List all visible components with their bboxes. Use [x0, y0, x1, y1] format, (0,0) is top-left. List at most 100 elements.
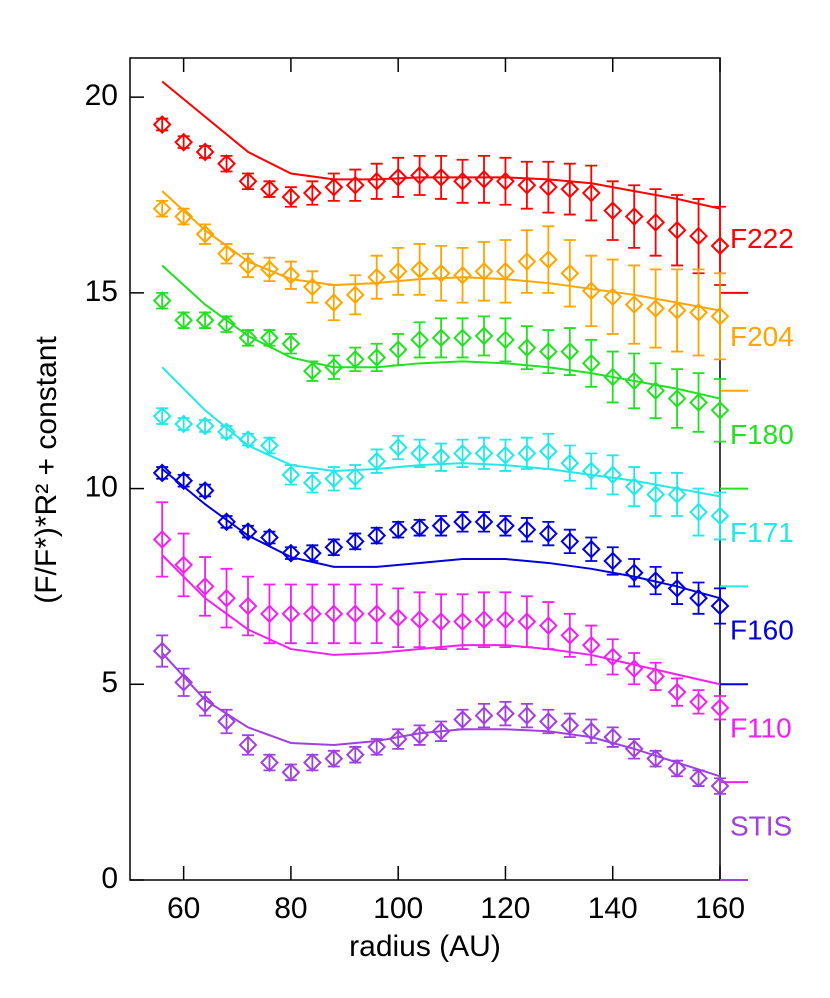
error-bar	[671, 368, 684, 429]
error-bar	[649, 268, 662, 349]
data-point	[603, 551, 623, 571]
data-point	[624, 739, 644, 759]
data-point	[474, 261, 494, 281]
y-tick-label: 20	[85, 79, 118, 112]
error-bar	[349, 168, 362, 202]
error-bar	[585, 624, 598, 666]
data-point	[710, 306, 730, 326]
data-point	[152, 406, 172, 426]
data-point	[345, 745, 365, 765]
data-point	[710, 236, 730, 256]
error-bar	[199, 483, 212, 498]
error-bar	[242, 172, 254, 191]
error-bar	[349, 274, 362, 316]
data-point	[174, 207, 194, 226]
error-bar	[585, 338, 598, 388]
data-point	[238, 522, 258, 542]
data-point	[345, 531, 365, 551]
data-point	[195, 481, 215, 500]
error-bar	[456, 158, 469, 204]
error-bar	[671, 571, 684, 605]
data-point	[689, 692, 708, 712]
data-point	[152, 463, 172, 483]
error-bar	[520, 595, 533, 648]
error-bar	[671, 472, 684, 517]
data-point	[152, 530, 172, 549]
y-tick-label: 5	[101, 666, 118, 699]
data-point	[538, 342, 558, 361]
error-bar	[392, 156, 405, 198]
error-bar	[714, 378, 726, 443]
data-point	[302, 473, 322, 493]
data-point	[667, 682, 687, 702]
error-bar	[692, 581, 705, 615]
error-bar	[177, 207, 190, 226]
error-bar	[649, 362, 662, 420]
data-point	[624, 207, 644, 226]
data-point	[410, 443, 430, 463]
error-bar	[606, 638, 619, 676]
error-bar	[671, 677, 684, 707]
error-bar	[714, 777, 726, 795]
data-point	[217, 588, 236, 608]
error-bar	[199, 419, 212, 433]
error-bar	[156, 291, 169, 310]
error-bar	[499, 438, 512, 472]
data-point	[302, 277, 322, 297]
data-point	[324, 469, 344, 489]
error-bar	[692, 268, 705, 357]
error-bar	[242, 432, 254, 447]
data-point	[388, 608, 408, 628]
error-bar	[199, 311, 212, 329]
error-bar	[156, 501, 169, 578]
data-point	[217, 712, 236, 731]
error-bar	[585, 164, 598, 222]
error-bar	[478, 511, 490, 533]
data-point	[345, 175, 365, 195]
data-point	[302, 361, 322, 381]
legend-label: F180	[730, 419, 794, 450]
error-bar	[435, 317, 448, 359]
error-bar	[392, 587, 405, 648]
error-bar	[392, 520, 405, 539]
data-point	[174, 555, 194, 575]
error-bar	[478, 436, 490, 470]
data-point	[367, 737, 387, 757]
data-point	[195, 416, 215, 436]
error-bar	[263, 583, 276, 645]
error-bar	[649, 472, 662, 517]
data-point	[388, 167, 408, 187]
data-point	[174, 132, 194, 152]
data-point	[496, 445, 515, 465]
error-bar	[327, 538, 340, 557]
data-point	[646, 667, 666, 686]
legend-label: F171	[730, 517, 794, 548]
data-point	[345, 467, 365, 487]
data-point	[689, 226, 708, 246]
data-point	[302, 604, 322, 624]
data-point	[710, 698, 730, 718]
data-point	[646, 299, 666, 318]
data-point	[217, 314, 236, 334]
data-point	[560, 179, 580, 199]
data-point	[667, 578, 687, 598]
data-point	[538, 177, 558, 197]
error-bar	[563, 327, 576, 376]
data-point	[474, 326, 494, 346]
data-point	[174, 414, 194, 434]
error-bar	[606, 350, 619, 404]
data-point	[238, 596, 258, 616]
error-bar	[413, 724, 426, 746]
data-point	[560, 342, 580, 361]
data-point	[174, 672, 194, 692]
data-point	[281, 543, 301, 563]
data-point	[410, 518, 430, 538]
data-point	[517, 520, 537, 540]
plot-frame	[129, 57, 721, 881]
data-point	[195, 577, 215, 596]
error-bar	[671, 194, 684, 267]
error-bar	[563, 612, 576, 658]
error-bar	[220, 425, 233, 439]
data-point	[324, 604, 344, 624]
data-point	[238, 328, 258, 348]
